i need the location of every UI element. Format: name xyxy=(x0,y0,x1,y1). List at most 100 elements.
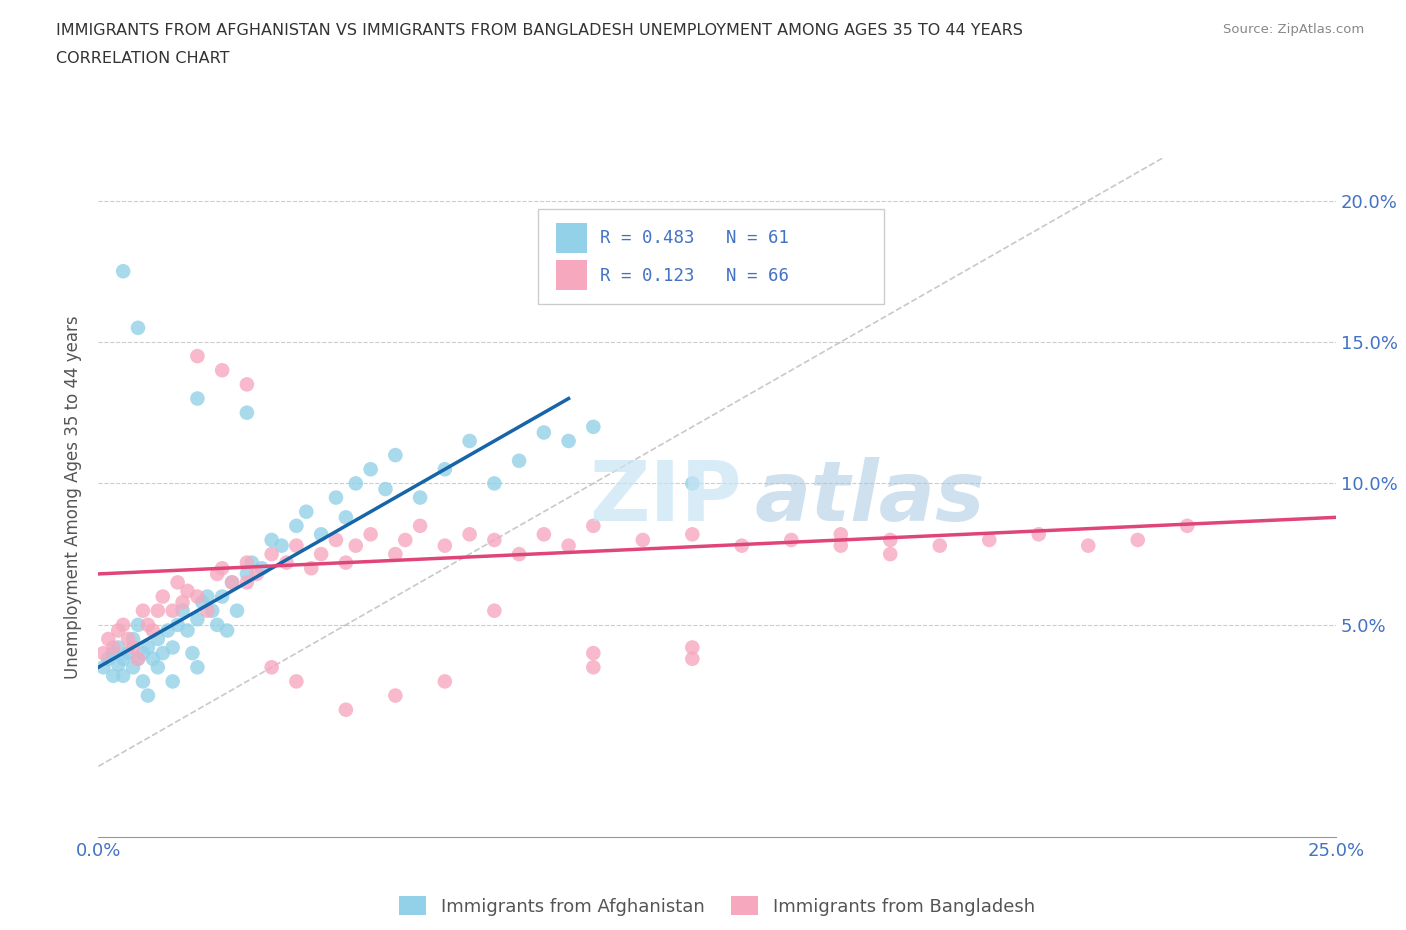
Point xyxy=(176,623,198,638)
Point xyxy=(211,589,233,604)
Point xyxy=(484,604,506,618)
Point xyxy=(335,510,357,525)
Point xyxy=(557,433,579,448)
Point xyxy=(236,575,259,590)
Point xyxy=(433,674,456,689)
Point xyxy=(205,566,228,581)
Text: R = 0.123   N = 66: R = 0.123 N = 66 xyxy=(599,267,789,285)
Point xyxy=(186,349,208,364)
Point xyxy=(879,533,901,548)
Point xyxy=(152,589,174,604)
Point xyxy=(270,538,292,553)
Point xyxy=(384,547,406,562)
Point xyxy=(112,651,135,666)
Point xyxy=(176,583,198,598)
Point xyxy=(236,566,259,581)
Point xyxy=(979,533,1001,548)
Point xyxy=(221,575,243,590)
Point xyxy=(260,660,283,675)
Point xyxy=(285,518,308,533)
Point xyxy=(582,645,605,660)
Point xyxy=(136,618,159,632)
Point xyxy=(127,618,149,632)
Point xyxy=(384,447,406,462)
Point xyxy=(186,612,208,627)
Point xyxy=(152,645,174,660)
Point xyxy=(142,623,165,638)
Point xyxy=(181,645,204,660)
Point xyxy=(122,640,145,655)
Point xyxy=(582,660,605,675)
Y-axis label: Unemployment Among Ages 35 to 44 years: Unemployment Among Ages 35 to 44 years xyxy=(65,316,83,679)
Point xyxy=(162,604,184,618)
Point xyxy=(103,669,125,684)
Point xyxy=(309,547,332,562)
Point xyxy=(335,702,357,717)
Point xyxy=(879,547,901,562)
Point xyxy=(132,604,155,618)
Point xyxy=(117,645,139,660)
Text: atlas: atlas xyxy=(754,457,984,538)
Point xyxy=(112,618,135,632)
Point xyxy=(221,575,243,590)
Point xyxy=(409,490,432,505)
Point xyxy=(103,640,125,655)
Point xyxy=(226,604,249,618)
Point xyxy=(162,640,184,655)
Point xyxy=(112,264,135,279)
Point xyxy=(631,533,654,548)
Point xyxy=(681,476,703,491)
Point xyxy=(166,575,188,590)
Point xyxy=(433,538,456,553)
Point xyxy=(830,538,852,553)
Point xyxy=(136,688,159,703)
Point xyxy=(409,518,432,533)
Text: CORRELATION CHART: CORRELATION CHART xyxy=(56,51,229,66)
Point xyxy=(162,674,184,689)
Point xyxy=(309,527,332,542)
Point xyxy=(260,533,283,548)
Point xyxy=(211,561,233,576)
Point xyxy=(458,527,481,542)
Point xyxy=(344,476,367,491)
Point xyxy=(374,482,396,497)
Point xyxy=(484,476,506,491)
Point xyxy=(186,589,208,604)
Point xyxy=(132,645,155,660)
Point xyxy=(122,631,145,646)
Point xyxy=(1175,518,1198,533)
Point xyxy=(335,555,357,570)
Point xyxy=(276,555,298,570)
Point xyxy=(146,604,169,618)
Point xyxy=(360,527,382,542)
Point xyxy=(127,651,149,666)
Point xyxy=(127,651,149,666)
Point xyxy=(250,561,273,576)
Point xyxy=(240,555,263,570)
Point xyxy=(394,533,416,548)
Bar xyxy=(557,222,588,253)
Point xyxy=(103,645,125,660)
Point xyxy=(191,595,214,610)
Point xyxy=(780,533,803,548)
Point xyxy=(325,533,347,548)
Point xyxy=(236,377,259,392)
Point xyxy=(557,538,579,553)
Point xyxy=(533,527,555,542)
Point xyxy=(236,555,259,570)
Point xyxy=(166,618,188,632)
Text: ZIP: ZIP xyxy=(589,457,742,538)
Point xyxy=(172,595,194,610)
Point xyxy=(1126,533,1149,548)
Point xyxy=(508,547,530,562)
Point xyxy=(681,527,703,542)
Point xyxy=(195,604,218,618)
Point xyxy=(146,660,169,675)
Point xyxy=(217,623,239,638)
Point xyxy=(172,604,194,618)
Point xyxy=(186,660,208,675)
Point xyxy=(681,640,703,655)
Legend: Immigrants from Afghanistan, Immigrants from Bangladesh: Immigrants from Afghanistan, Immigrants … xyxy=(392,889,1042,923)
Point xyxy=(830,527,852,542)
Point xyxy=(582,419,605,434)
